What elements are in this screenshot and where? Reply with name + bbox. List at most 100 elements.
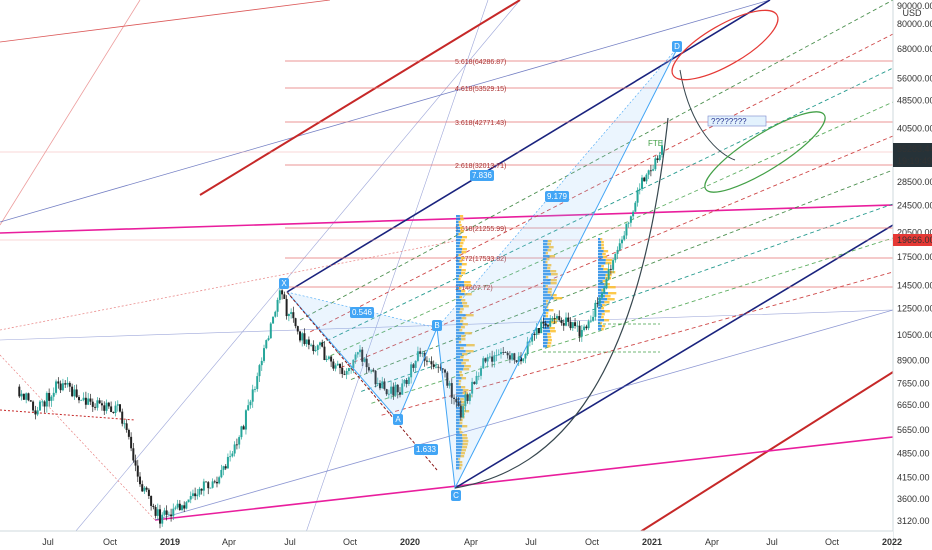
fib-level-label: 1.272(17533.82) [455, 256, 506, 263]
volume-bar [456, 284, 465, 287]
dark-red-line [199, 0, 521, 196]
candle-body [535, 327, 538, 336]
candle-body [576, 325, 579, 327]
candle-body [376, 383, 379, 385]
candle-body [405, 380, 408, 385]
candle-body [48, 392, 51, 401]
volume-bar [545, 276, 549, 279]
annotation-box [707, 115, 767, 127]
volume-bar [607, 271, 616, 274]
volume-bar [460, 230, 464, 233]
volume-bar [550, 282, 557, 285]
volume-bar [456, 299, 462, 302]
volume-bar [459, 224, 462, 227]
volume-bar [551, 273, 558, 276]
candle-body [627, 222, 630, 224]
candle-body [412, 364, 415, 368]
candle-body [310, 344, 313, 346]
blue-trend-line [0, 309, 894, 341]
volume-bar [460, 398, 464, 401]
candle-body [350, 367, 353, 369]
candle-body [59, 383, 62, 391]
candle-body [495, 355, 498, 357]
candle-body [421, 352, 424, 354]
volume-bar [604, 295, 611, 298]
price-tag-text: 35283.44 [897, 144, 932, 154]
time-tick-label: Jul [284, 537, 296, 547]
candle-body [407, 377, 410, 385]
red-trend-line [0, 0, 331, 43]
candle-body [283, 294, 286, 299]
pattern-point-box [451, 490, 461, 501]
volume-bar [598, 271, 608, 274]
volume-bar [598, 283, 605, 286]
candle-body [119, 404, 121, 412]
candle-body [513, 353, 516, 361]
candle-body [303, 333, 306, 344]
volume-bar [456, 230, 461, 233]
volume-bar [604, 301, 610, 304]
volume-bar [456, 425, 463, 428]
candle-body [330, 356, 333, 362]
volume-bar [598, 298, 608, 301]
price-tick-label: 90000.00 [897, 1, 932, 11]
candle-body [147, 489, 150, 496]
candle-body [437, 366, 440, 368]
volume-bar [459, 329, 463, 332]
volume-bar [543, 285, 546, 288]
trend-lines [0, 0, 894, 550]
candle-body [540, 321, 543, 334]
candle-body [345, 371, 348, 375]
volume-bar [547, 339, 552, 342]
volume-bar [602, 304, 606, 307]
candle-body [583, 326, 586, 331]
volume-bar [456, 245, 460, 248]
candle-body [641, 177, 643, 189]
candle-body [396, 384, 399, 393]
candle-body [25, 393, 28, 400]
candle-body [64, 383, 67, 385]
candle-body [211, 481, 214, 488]
blue-fan-line [59, 0, 521, 550]
candle-body [578, 325, 581, 337]
candle-body [29, 400, 32, 402]
candle-body [75, 389, 78, 398]
volume-bar [598, 274, 606, 277]
candle-body [555, 316, 558, 319]
volume-bar [456, 278, 459, 281]
candle-body [390, 386, 393, 394]
volume-bar [543, 294, 551, 297]
candle-body [20, 393, 23, 397]
candle-body [361, 349, 364, 362]
volume-bar [460, 452, 465, 455]
volume-bar [456, 266, 460, 269]
volume-bar [602, 253, 606, 256]
volume-bar [460, 308, 464, 311]
candle-body [432, 364, 435, 367]
candle-body [652, 169, 655, 171]
time-axis[interactable]: Jul Oct 2019 Apr Jul Oct 2020 Apr Jul Oct 2021 Apr J… [0, 530, 902, 550]
time-tick-label: Oct [585, 537, 600, 547]
volume-bar [546, 258, 550, 261]
volume-bar [600, 238, 603, 241]
price-tick-label: 40500.00 [897, 123, 932, 133]
volume-bar [548, 309, 554, 312]
volume-bar [456, 281, 465, 284]
candle-body [574, 322, 577, 326]
candle-body [629, 216, 632, 223]
red-dotted-line [0, 409, 136, 421]
candle-body [68, 382, 71, 387]
candle-body [198, 488, 201, 495]
volume-bar [461, 263, 467, 266]
volume-bar [460, 347, 464, 350]
candle-body [22, 393, 25, 400]
volume-bar [461, 404, 466, 407]
volume-bar [456, 374, 460, 377]
volume-bar [543, 333, 548, 336]
candle-body [332, 361, 335, 369]
candle-body [189, 496, 192, 500]
pattern-fill [287, 292, 437, 420]
volume-bar [456, 419, 460, 422]
